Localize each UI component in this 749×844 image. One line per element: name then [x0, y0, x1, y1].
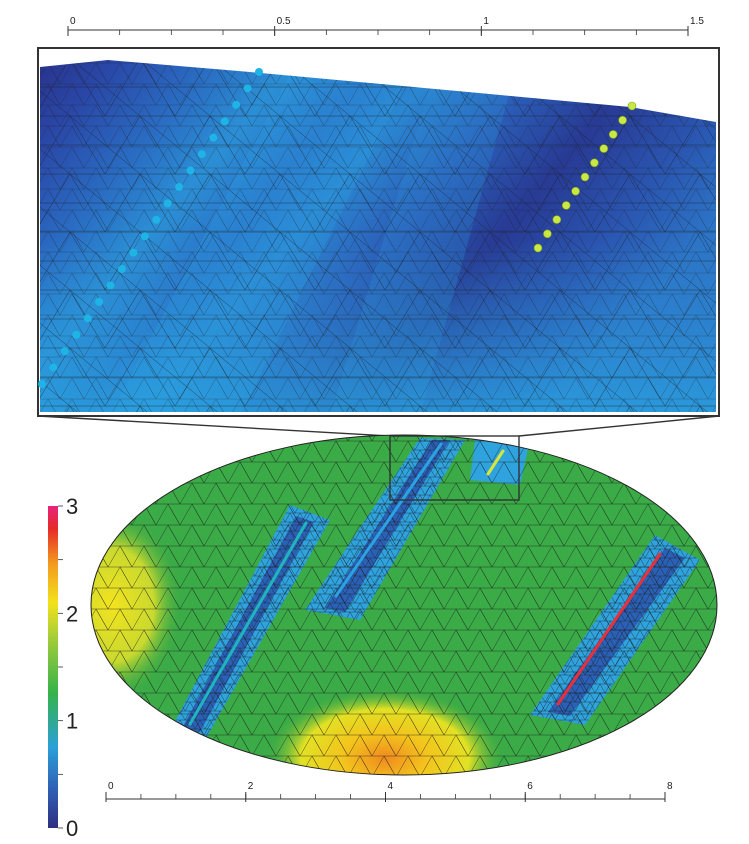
yellow-crack-dot: [599, 144, 609, 153]
yellow-crack-dot: [608, 130, 618, 139]
blue-crack-dot: [232, 100, 241, 109]
bottom-axis-tick-label: 2: [248, 781, 254, 792]
colorbar-gradient: [48, 506, 58, 828]
blue-crack-dot: [129, 248, 138, 257]
yellow-crack-dot: [571, 186, 580, 196]
crack-blue: [334, 442, 443, 598]
bottom-axis-ticks: 0 2 4 6 8: [105, 781, 673, 802]
yellow-crack-dot: [590, 158, 599, 168]
crack-red: [556, 552, 662, 706]
oval-domain: [90, 434, 718, 776]
blue-crack-dot: [117, 265, 126, 274]
blue-crack-dot: [106, 281, 115, 290]
bottom-axis-tick-label: 8: [667, 781, 673, 792]
zoom-mesh-fine: [40, 60, 716, 412]
yellow-crack-dot: [580, 172, 590, 182]
colorbar-tick-label: 3: [66, 494, 78, 519]
colorbar-ticks: 3 2 1 0: [58, 494, 78, 841]
colorbar: 3 2 1 0: [48, 494, 78, 841]
blue-crack-dot: [95, 297, 104, 306]
yellow-crack-dot: [627, 101, 637, 111]
zoom-region-box: [389, 435, 520, 501]
crack-cyan: [188, 521, 308, 726]
blue-crack-dot: [209, 133, 218, 142]
colorbar-tick-label: 0: [66, 816, 78, 841]
fine-mesh-band-4: [530, 535, 700, 725]
fine-mesh-band-2: [305, 438, 465, 620]
blue-crack-dot: [163, 199, 172, 208]
yellow-crack-dot: [561, 201, 571, 210]
top-axis-tick-label: 0: [70, 16, 76, 27]
domain-outline: [90, 434, 718, 776]
blue-crack-dot: [83, 314, 92, 323]
blue-crack-dot: [175, 182, 184, 191]
top-axis: 0 0.5 1 1.5: [67, 16, 704, 36]
yellow-crack-dots: [533, 101, 637, 253]
colorbar-tick-label: 1: [66, 709, 78, 734]
top-axis-tick-label: 0.5: [277, 16, 291, 27]
yellow-crack-dot: [543, 229, 552, 239]
blue-crack-dot: [140, 232, 149, 241]
top-axis-tick-label: 1: [483, 16, 489, 27]
top-axis-tick-label: 1.5: [690, 16, 704, 27]
top-axis-ticks: 0 0.5 1 1.5: [67, 16, 704, 36]
blue-crack-dot: [38, 380, 46, 388]
blue-crack-dot: [152, 215, 161, 224]
blue-crack-dot: [220, 117, 229, 126]
blue-crack-dot: [72, 330, 81, 339]
yellow-crack-dot: [552, 215, 562, 224]
blue-crack-dots: [38, 68, 263, 388]
bottom-axis-tick-label: 0: [108, 781, 114, 792]
connector-right: [518, 415, 720, 437]
crack-yellow: [486, 449, 505, 476]
connector-left: [37, 415, 391, 437]
blue-crack-dot: [186, 166, 195, 175]
bottom-axis-tick-label: 4: [388, 781, 394, 792]
bottom-axis-tick-label: 6: [527, 781, 533, 792]
zoom-inset: [37, 47, 720, 417]
blue-crack-dot: [243, 84, 252, 93]
yellow-crack-dot: [533, 243, 543, 253]
blue-crack-dot: [255, 68, 263, 76]
blue-crack-dot: [60, 347, 69, 356]
blue-crack-dot: [197, 150, 206, 159]
bottom-axis: 0 2 4 6 8: [105, 781, 673, 802]
blue-crack-dot: [49, 363, 58, 372]
colorbar-tick-label: 2: [66, 601, 78, 626]
yellow-crack-dot: [618, 115, 627, 125]
